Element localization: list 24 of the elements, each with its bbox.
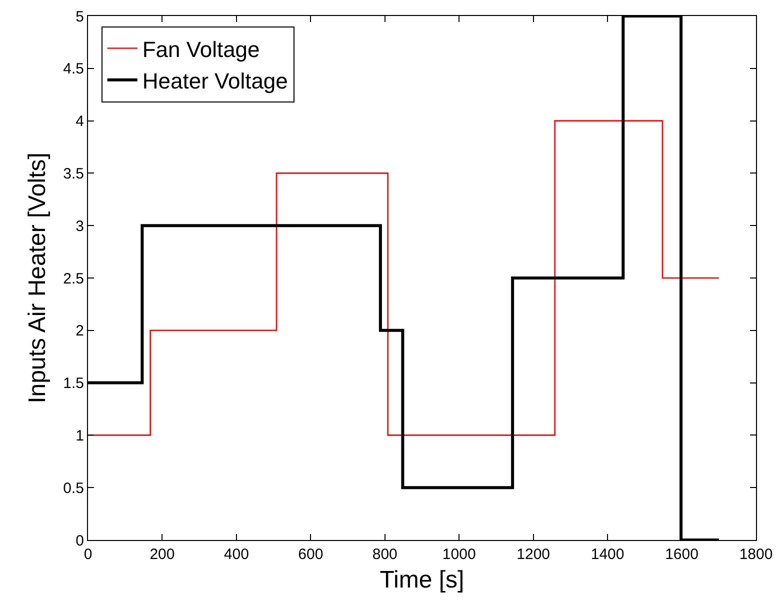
y-tick-label: 3.5 [63, 165, 84, 182]
x-tick-label: 1200 [516, 546, 550, 563]
y-tick-label: 0 [76, 532, 84, 550]
x-tick-label: 1000 [442, 546, 476, 563]
x-tick-label: 600 [298, 546, 324, 563]
y-tick-label: 4.5 [63, 60, 84, 78]
x-tick-label: 400 [224, 546, 249, 563]
x-tick-label: 1600 [665, 546, 698, 563]
legend-label: Fan Voltage [142, 36, 260, 62]
x-tick-label: 800 [372, 546, 398, 563]
y-tick-label: 5 [76, 8, 84, 26]
x-tick-label: 200 [150, 546, 175, 563]
y-tick-label: 2.5 [63, 270, 84, 288]
y-tick-label: 1 [76, 427, 84, 444]
y-tick-label: 4 [76, 113, 84, 130]
x-tick-label: 1400 [590, 546, 624, 563]
y-axis-title: Inputs Air Heater [Volts] [24, 152, 52, 404]
legend-label: Heater Voltage [142, 68, 288, 94]
y-tick-label: 0.5 [63, 480, 84, 497]
x-axis-title: Time [s] [380, 566, 464, 594]
y-tick-label: 2 [76, 322, 84, 340]
y-tick-label: 3 [76, 218, 84, 235]
y-tick-label: 1.5 [63, 375, 84, 392]
x-tick-label: 1800 [739, 546, 773, 563]
